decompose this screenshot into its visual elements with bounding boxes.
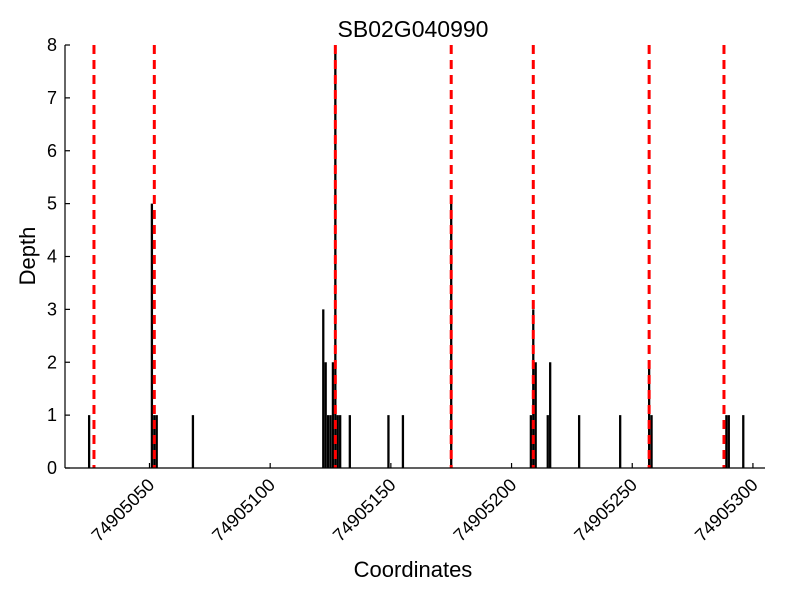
depth-bar [339, 415, 342, 469]
bars-layer [87, 45, 745, 469]
depth-bar [324, 362, 327, 468]
x-tick-label: 74905150 [329, 475, 400, 546]
y-tick-label: 6 [47, 141, 57, 161]
depth-bar [742, 415, 745, 469]
x-tick-label: 74905100 [208, 475, 279, 546]
y-tick-label: 8 [47, 35, 57, 55]
depth-bar [150, 203, 154, 469]
depth-bar [387, 415, 390, 469]
depth-bar [650, 415, 653, 469]
depth-bar [727, 415, 730, 469]
reference-lines-layer [92, 45, 726, 468]
x-tick-label: 74905300 [691, 475, 762, 546]
depth-bar [529, 415, 533, 469]
depth-bar [336, 415, 339, 469]
depth-bar [725, 415, 728, 469]
x-tick-label: 74905200 [450, 475, 521, 546]
depth-bar [87, 415, 91, 469]
x-tick-label: 74905050 [88, 475, 159, 546]
y-tick-label: 1 [47, 405, 57, 425]
depth-bar [326, 415, 330, 469]
y-tick-label: 0 [47, 458, 57, 478]
depth-bar [647, 362, 651, 468]
y-tick-label: 5 [47, 194, 57, 214]
x-axis-title: Coordinates [354, 557, 473, 582]
depth-bar [191, 415, 195, 469]
depth-bar [577, 415, 581, 469]
depth-bar [549, 362, 552, 468]
depth-bar [534, 362, 537, 468]
depth-bar [619, 415, 622, 469]
depth-bar [331, 362, 335, 468]
depth-bar [401, 415, 405, 469]
depth-bar [546, 415, 549, 469]
depth-bar [532, 309, 535, 469]
depth-bar [322, 309, 325, 469]
y-tick-label: 3 [47, 299, 57, 319]
y-tick-label: 2 [47, 352, 57, 372]
depth-bar [329, 415, 332, 469]
chart-title: SB02G040990 [338, 16, 489, 42]
y-tick-label: 7 [47, 88, 57, 108]
x-tick-label: 74905250 [570, 475, 641, 546]
depth-bar [155, 415, 158, 469]
y-tick-label: 4 [47, 247, 57, 267]
y-axis-title: Depth [15, 227, 40, 286]
depth-bar [348, 415, 351, 469]
